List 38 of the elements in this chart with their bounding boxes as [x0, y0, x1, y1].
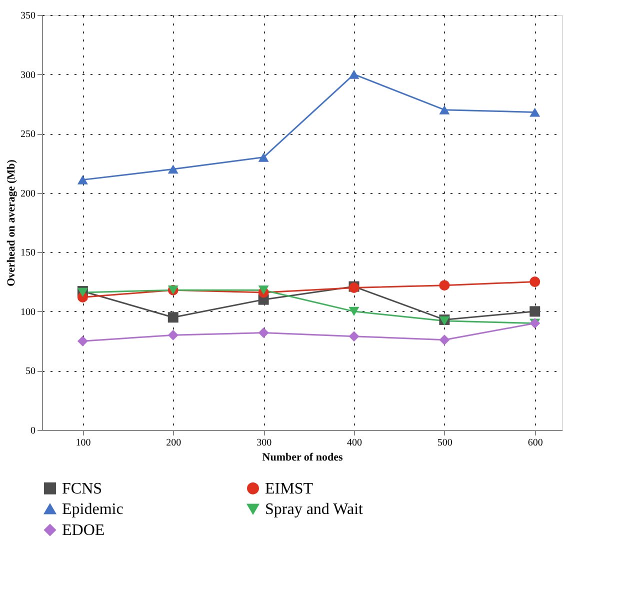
x-tick-label: 100 — [76, 438, 91, 448]
point — [439, 334, 450, 346]
point — [530, 276, 540, 288]
point — [530, 108, 540, 117]
y-tick-label: 50 — [26, 366, 36, 378]
x-tick-label: 500 — [437, 438, 452, 448]
point — [258, 328, 269, 338]
x-tick-label: 400 — [347, 438, 362, 448]
x-tick-label: 300 — [256, 438, 272, 448]
point — [348, 306, 360, 316]
legend-label: Spray and Wait — [265, 501, 364, 518]
legend-label: FCNS — [62, 480, 102, 498]
point — [168, 330, 178, 340]
point — [530, 306, 540, 317]
point — [168, 312, 178, 323]
y-tick-label: 100 — [20, 306, 36, 318]
point — [258, 152, 269, 162]
y-tick-label: 0 — [30, 426, 36, 436]
point — [348, 331, 360, 342]
point — [348, 70, 360, 79]
y-tick-label: 150 — [20, 248, 36, 259]
y-tick-label: 350 — [20, 10, 36, 22]
legend-label: EDOE — [62, 522, 105, 539]
point — [77, 336, 88, 346]
y-tick-label: 300 — [20, 70, 36, 81]
legend-label: Epidemic — [62, 501, 124, 518]
y-tick-label: 200 — [20, 188, 36, 200]
x-tick-label: 600 — [528, 438, 543, 448]
y-axis-title: Overhead on average (Mb) — [6, 159, 18, 286]
point — [439, 105, 450, 114]
y-tick-label: 250 — [20, 129, 36, 140]
point — [439, 280, 450, 291]
point — [168, 164, 178, 174]
x-tick-label: 200 — [166, 438, 182, 448]
x-axis-title: Number of nodes — [262, 452, 344, 464]
point — [77, 175, 88, 184]
legend-label: EIMST — [265, 480, 314, 498]
point — [258, 286, 269, 295]
